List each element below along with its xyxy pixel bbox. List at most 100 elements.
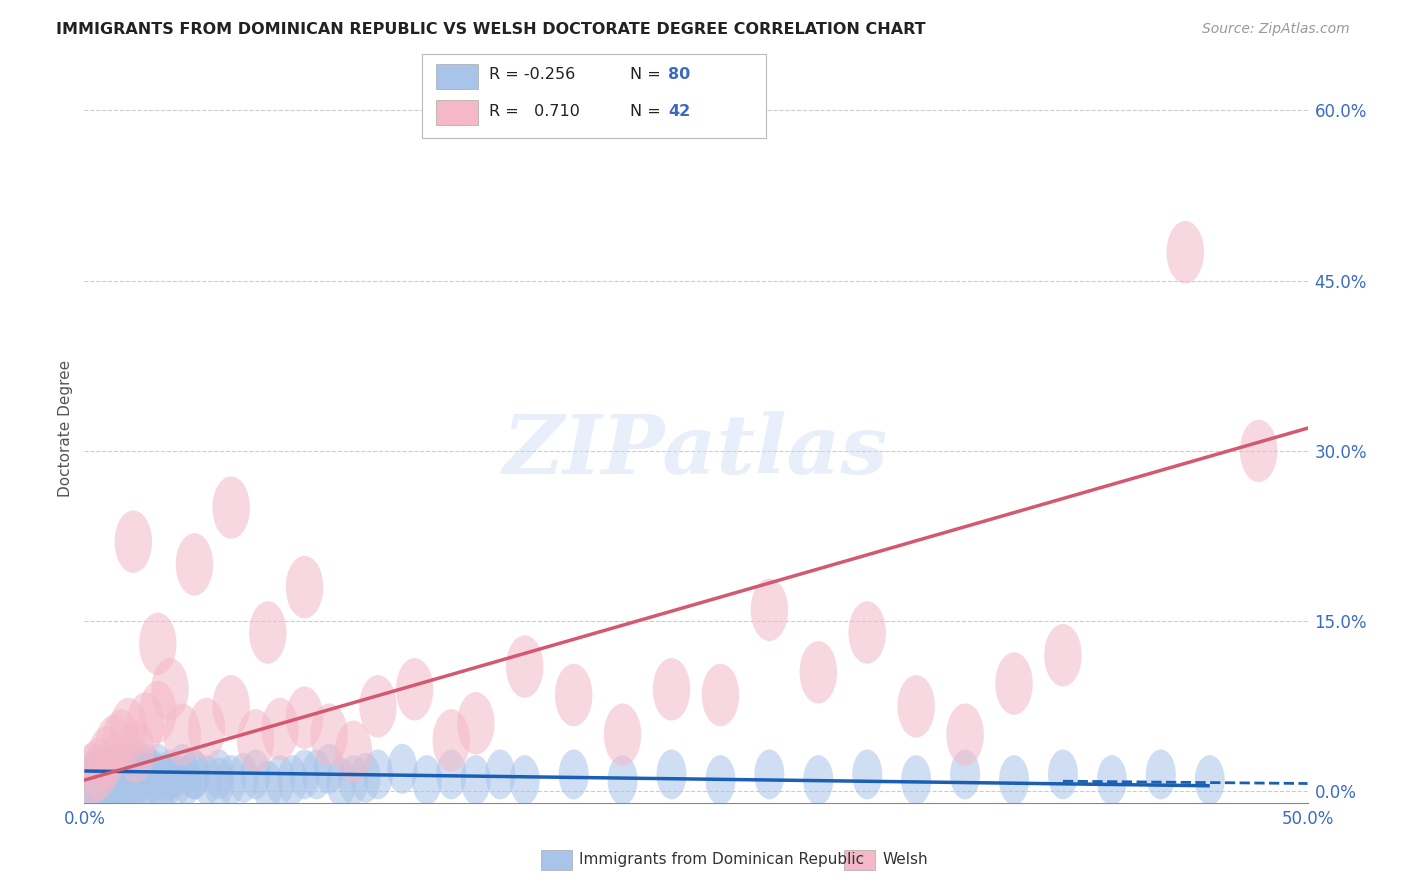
Ellipse shape bbox=[96, 746, 127, 796]
Ellipse shape bbox=[104, 749, 134, 799]
Text: R =   0.710: R = 0.710 bbox=[489, 104, 581, 119]
Ellipse shape bbox=[1240, 419, 1278, 482]
Text: N =: N = bbox=[630, 67, 661, 81]
Ellipse shape bbox=[897, 675, 935, 738]
Ellipse shape bbox=[80, 738, 118, 800]
Text: 42: 42 bbox=[668, 104, 690, 119]
Ellipse shape bbox=[87, 749, 118, 799]
Ellipse shape bbox=[180, 749, 209, 799]
Ellipse shape bbox=[412, 756, 441, 805]
Ellipse shape bbox=[96, 757, 125, 807]
Ellipse shape bbox=[1097, 756, 1126, 805]
Ellipse shape bbox=[155, 749, 186, 799]
Text: ZIPatlas: ZIPatlas bbox=[503, 410, 889, 491]
Ellipse shape bbox=[153, 756, 184, 805]
Ellipse shape bbox=[73, 743, 111, 805]
Ellipse shape bbox=[77, 761, 107, 811]
Ellipse shape bbox=[110, 698, 148, 760]
Ellipse shape bbox=[98, 756, 129, 805]
Ellipse shape bbox=[105, 761, 136, 811]
Ellipse shape bbox=[163, 704, 201, 766]
Ellipse shape bbox=[946, 704, 984, 766]
Text: 80: 80 bbox=[668, 67, 690, 81]
Ellipse shape bbox=[852, 749, 882, 799]
Ellipse shape bbox=[121, 738, 150, 788]
Ellipse shape bbox=[91, 757, 121, 807]
Ellipse shape bbox=[134, 756, 163, 805]
Ellipse shape bbox=[111, 756, 141, 805]
Ellipse shape bbox=[311, 704, 347, 766]
Ellipse shape bbox=[1146, 749, 1175, 799]
Ellipse shape bbox=[87, 726, 125, 789]
Text: Immigrants from Dominican Republic: Immigrants from Dominican Republic bbox=[579, 853, 865, 867]
Ellipse shape bbox=[148, 756, 177, 805]
Ellipse shape bbox=[228, 753, 259, 803]
Ellipse shape bbox=[950, 749, 980, 799]
Ellipse shape bbox=[302, 749, 332, 799]
Ellipse shape bbox=[131, 744, 160, 794]
Ellipse shape bbox=[108, 746, 139, 796]
Ellipse shape bbox=[652, 658, 690, 721]
Ellipse shape bbox=[702, 664, 740, 726]
Ellipse shape bbox=[396, 658, 433, 721]
Ellipse shape bbox=[803, 756, 834, 805]
Ellipse shape bbox=[114, 741, 143, 791]
Ellipse shape bbox=[485, 749, 515, 799]
Ellipse shape bbox=[143, 744, 173, 794]
Text: R = -0.256: R = -0.256 bbox=[489, 67, 575, 81]
Ellipse shape bbox=[1195, 756, 1225, 805]
Ellipse shape bbox=[506, 635, 544, 698]
Ellipse shape bbox=[124, 749, 155, 799]
Ellipse shape bbox=[188, 698, 225, 760]
Ellipse shape bbox=[1000, 756, 1029, 805]
Ellipse shape bbox=[103, 709, 139, 772]
Ellipse shape bbox=[204, 757, 233, 807]
Ellipse shape bbox=[326, 757, 356, 807]
Ellipse shape bbox=[118, 757, 148, 807]
Ellipse shape bbox=[607, 756, 637, 805]
Ellipse shape bbox=[180, 749, 209, 799]
Text: Welsh: Welsh bbox=[883, 853, 928, 867]
Ellipse shape bbox=[75, 756, 104, 805]
Ellipse shape bbox=[83, 756, 112, 805]
Text: N =: N = bbox=[630, 104, 661, 119]
Ellipse shape bbox=[101, 744, 131, 794]
Ellipse shape bbox=[115, 749, 146, 799]
Ellipse shape bbox=[1167, 221, 1204, 284]
Ellipse shape bbox=[461, 756, 491, 805]
Ellipse shape bbox=[139, 681, 177, 743]
Ellipse shape bbox=[217, 756, 246, 805]
Ellipse shape bbox=[176, 533, 214, 596]
Ellipse shape bbox=[94, 753, 124, 803]
Ellipse shape bbox=[848, 601, 886, 664]
Ellipse shape bbox=[117, 756, 148, 805]
Ellipse shape bbox=[350, 753, 381, 803]
Ellipse shape bbox=[152, 658, 188, 721]
Ellipse shape bbox=[603, 704, 641, 766]
Ellipse shape bbox=[253, 761, 283, 811]
Y-axis label: Doctorate Degree: Doctorate Degree bbox=[58, 359, 73, 497]
Ellipse shape bbox=[262, 698, 299, 760]
Ellipse shape bbox=[117, 721, 155, 783]
Ellipse shape bbox=[89, 749, 120, 799]
Ellipse shape bbox=[191, 756, 222, 805]
Ellipse shape bbox=[800, 641, 837, 704]
Ellipse shape bbox=[167, 744, 197, 794]
Ellipse shape bbox=[555, 664, 592, 726]
Ellipse shape bbox=[139, 753, 169, 803]
Ellipse shape bbox=[335, 721, 373, 783]
Ellipse shape bbox=[124, 756, 153, 805]
Ellipse shape bbox=[706, 756, 735, 805]
Ellipse shape bbox=[1047, 749, 1078, 799]
Ellipse shape bbox=[457, 692, 495, 755]
Ellipse shape bbox=[266, 756, 295, 805]
Ellipse shape bbox=[82, 761, 111, 811]
Ellipse shape bbox=[87, 756, 117, 805]
Ellipse shape bbox=[339, 756, 368, 805]
Ellipse shape bbox=[125, 749, 156, 799]
Ellipse shape bbox=[277, 756, 308, 805]
Ellipse shape bbox=[901, 756, 931, 805]
Ellipse shape bbox=[172, 756, 202, 805]
Ellipse shape bbox=[127, 692, 165, 755]
Ellipse shape bbox=[433, 709, 470, 772]
